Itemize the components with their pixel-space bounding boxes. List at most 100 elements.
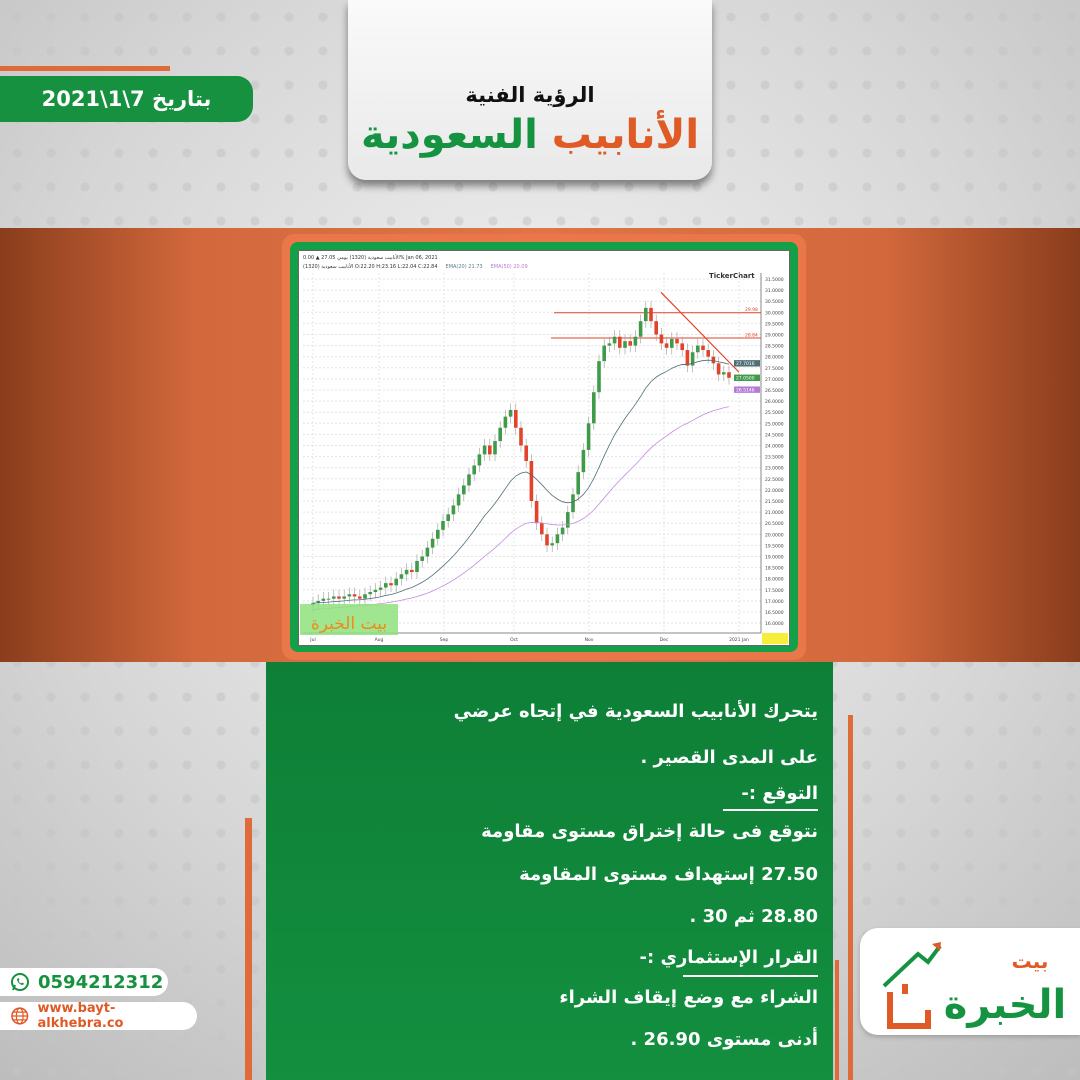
candle-body bbox=[425, 547, 430, 557]
y-tick-label: 31.5000 bbox=[765, 277, 784, 283]
website-link[interactable]: www.bayt-alkhebra.co bbox=[0, 1001, 197, 1031]
page-title: الأنابيب السعودية bbox=[348, 112, 712, 158]
candle-body bbox=[607, 343, 612, 346]
candle-body bbox=[566, 512, 570, 528]
trendline bbox=[660, 291, 740, 373]
y-tick-label: 27.0000 bbox=[765, 377, 784, 383]
candle-body bbox=[508, 409, 513, 417]
candle-body bbox=[482, 445, 487, 455]
y-tick-label: 25.5000 bbox=[765, 410, 784, 416]
candle-body bbox=[654, 321, 658, 335]
candle-body bbox=[581, 449, 586, 473]
x-tick-label: Nov bbox=[585, 637, 594, 643]
candle-body bbox=[347, 594, 352, 597]
candle-body bbox=[633, 336, 638, 346]
y-tick-label: 17.0000 bbox=[765, 599, 784, 605]
y-tick-label: 24.5000 bbox=[765, 432, 784, 438]
candle-body bbox=[722, 372, 726, 375]
x-tick-label: Sep bbox=[440, 637, 449, 643]
candle-body bbox=[618, 336, 622, 348]
analysis-line: على المدى القصير . bbox=[640, 747, 818, 768]
y-tick-label: 22.0000 bbox=[765, 488, 784, 494]
candle-body bbox=[675, 338, 679, 344]
candle-body bbox=[368, 592, 372, 595]
logo-graphic: بيت الخبرة bbox=[882, 942, 1066, 1029]
ema50-line bbox=[312, 406, 730, 610]
stock-chart: الأنابيب سعودية (1320) يومي 27.05 ▲ 0.00… bbox=[298, 250, 790, 646]
y-tick-label: 28.5000 bbox=[765, 344, 784, 350]
candle-body bbox=[472, 465, 476, 475]
corner-marker bbox=[762, 633, 788, 644]
y-tick-label: 20.0000 bbox=[765, 532, 784, 538]
y-tick-label: 29.0000 bbox=[765, 333, 784, 339]
price-tag-label: 27.7016 bbox=[736, 361, 755, 367]
candle-body bbox=[316, 600, 320, 604]
candle-body bbox=[462, 485, 466, 495]
candle-body bbox=[410, 569, 414, 573]
x-tick-label: Jul bbox=[309, 637, 315, 643]
candle-body bbox=[555, 534, 560, 544]
candle-body bbox=[649, 307, 653, 322]
candle-body bbox=[436, 529, 440, 539]
candle-body bbox=[321, 598, 326, 601]
candle-body bbox=[514, 409, 518, 428]
y-tick-label: 19.5000 bbox=[765, 543, 784, 549]
date-badge: بتاريخ 7\1\2021 bbox=[0, 76, 253, 122]
candle-body bbox=[571, 494, 575, 513]
candle-body bbox=[477, 454, 482, 466]
heading-underline bbox=[723, 809, 818, 811]
ema50-legend: EMA(50) 20.09 bbox=[491, 264, 528, 270]
decor-bar bbox=[848, 715, 853, 1080]
watermark-text: بيت الخبرة bbox=[311, 614, 387, 634]
candle-body bbox=[446, 514, 450, 521]
y-tick-label: 23.5000 bbox=[765, 455, 784, 461]
candle-body bbox=[690, 352, 695, 366]
candle-body bbox=[430, 538, 435, 548]
candle-body bbox=[701, 345, 705, 351]
y-tick-label: 29.5000 bbox=[765, 321, 784, 327]
title-card: الرؤية الفنية الأنابيب السعودية bbox=[348, 0, 712, 180]
heading-underline bbox=[683, 975, 818, 977]
phone-contact[interactable]: 0594212312 bbox=[0, 968, 168, 996]
candle-body bbox=[488, 445, 492, 455]
y-tick-label: 16.0000 bbox=[765, 621, 784, 627]
candle-body bbox=[670, 338, 674, 348]
candle-body bbox=[696, 345, 700, 353]
candle-body bbox=[576, 472, 580, 495]
candle-body bbox=[727, 372, 731, 378]
tickerchart-brand: TickerChart bbox=[709, 272, 755, 280]
candle-body bbox=[441, 520, 445, 530]
candle-body bbox=[399, 574, 404, 579]
candle-body bbox=[685, 350, 690, 366]
price-tag bbox=[734, 374, 760, 381]
y-tick-label: 26.5000 bbox=[765, 388, 784, 394]
candle-body bbox=[404, 569, 409, 575]
candle-body bbox=[363, 594, 367, 599]
analysis-line: الشراء مع وضع إيقاف الشراء bbox=[559, 987, 818, 1008]
title-part1: الأنابيب bbox=[551, 112, 700, 158]
analysis-line: نتوقع فى حالة إختراق مستوى مقاومة bbox=[481, 821, 818, 842]
ema20-legend: EMA(20) 21.73 bbox=[446, 264, 483, 270]
candle-body bbox=[664, 343, 669, 348]
candle-body bbox=[389, 583, 393, 586]
y-tick-label: 19.0000 bbox=[765, 555, 784, 561]
brand-logo: بيت الخبرة bbox=[860, 928, 1080, 1035]
candle-body bbox=[373, 589, 378, 593]
candle-body bbox=[519, 427, 523, 446]
candle-body bbox=[628, 341, 632, 346]
candle-body bbox=[493, 441, 497, 455]
candle-body bbox=[560, 527, 565, 535]
decision-heading: القرار الإستثماري :- bbox=[639, 947, 818, 968]
y-tick-label: 20.5000 bbox=[765, 521, 784, 527]
chart-header-1: الأنابيب سعودية (1320) يومي 27.05 ▲ 0.00… bbox=[303, 254, 438, 261]
analysis-panel bbox=[266, 662, 833, 1080]
candle-body bbox=[394, 578, 398, 586]
candle-body bbox=[529, 461, 534, 501]
website-url: www.bayt-alkhebra.co bbox=[37, 1001, 124, 1031]
watermark-box bbox=[300, 604, 398, 635]
price-tag bbox=[734, 386, 760, 393]
y-tick-label: 22.5000 bbox=[765, 477, 784, 483]
candle-body bbox=[498, 427, 502, 442]
candle-body bbox=[644, 307, 648, 322]
candle-body bbox=[545, 534, 549, 546]
